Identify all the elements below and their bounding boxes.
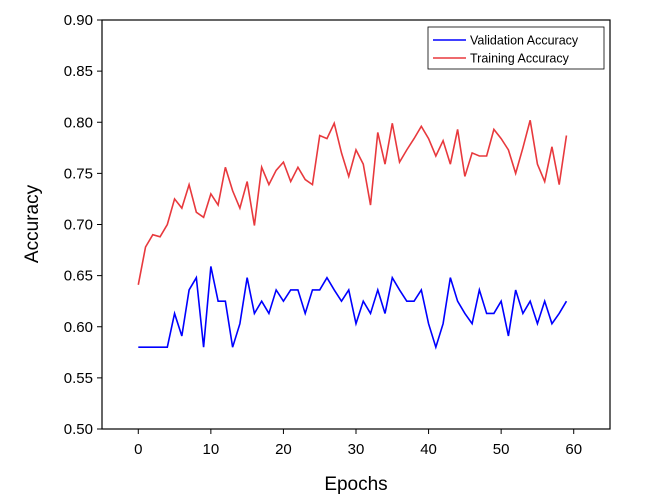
legend-label: Validation Accuracy xyxy=(470,34,579,48)
series-line-validation-accuracy xyxy=(138,266,568,350)
series-line-training-accuracy xyxy=(137,119,568,285)
y-tick-label: 0.90 xyxy=(64,12,93,29)
legend-label: Training Accuracy xyxy=(470,52,570,66)
legend: Validation Accuracy Training Accuracy xyxy=(427,26,605,70)
series-lines xyxy=(137,119,568,350)
x-tick-label: 60 xyxy=(565,441,582,458)
y-tick-label: 0.75 xyxy=(64,165,93,182)
y-tick-label: 0.70 xyxy=(64,217,93,234)
y-tick-label: 0.80 xyxy=(64,114,93,131)
x-axis-title: Epochs xyxy=(324,474,387,495)
x-tick-label: 0 xyxy=(134,441,142,458)
y-tick-label: 0.50 xyxy=(64,421,93,438)
x-tick-label: 20 xyxy=(275,441,292,458)
legend-box xyxy=(427,26,605,70)
y-tick-label: 0.65 xyxy=(64,268,93,285)
plot-frame xyxy=(101,19,611,430)
y-tick-label: 0.60 xyxy=(64,319,93,336)
y-tick-label: 0.85 xyxy=(64,63,93,80)
y-axis-title: Accuracy xyxy=(22,184,43,263)
x-tick-label: 50 xyxy=(493,441,510,458)
x-tick-label: 10 xyxy=(203,441,220,458)
x-tick-label: 40 xyxy=(420,441,437,458)
y-tick-label: 0.55 xyxy=(64,370,93,387)
x-tick-label: 30 xyxy=(348,441,365,458)
ticks: 0 10 20 30 40 50 60 0.50 0.55 0.60 0.65 0.70 0.75 0.8… xyxy=(64,12,582,458)
